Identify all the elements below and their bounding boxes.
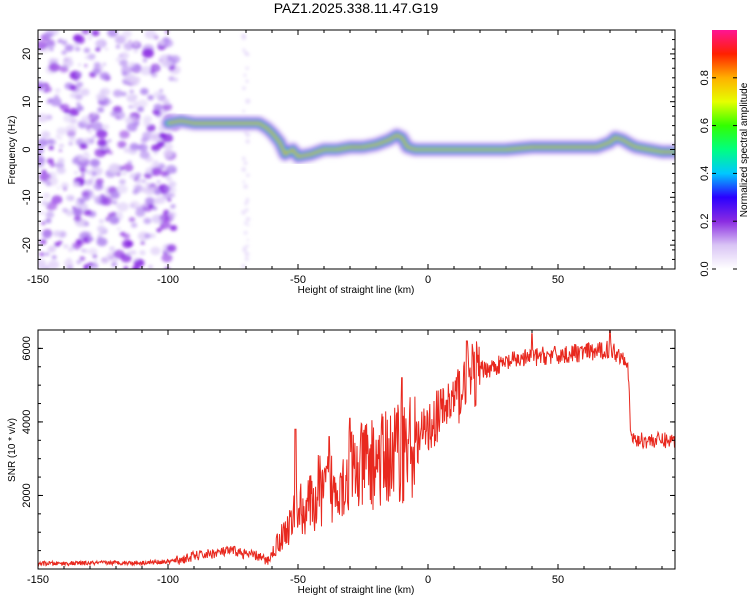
x-tick-label: -150 [27, 274, 49, 286]
noise-speckles [38, 30, 251, 269]
snr-series-line [38, 330, 675, 568]
y-tick-label: 6000 [21, 336, 33, 360]
y-tick-label: 10 [21, 96, 33, 108]
spectrogram-image [38, 30, 675, 269]
x-tick-label: -50 [290, 274, 306, 286]
signal-ridge [160, 112, 675, 165]
y-tick-label: 2000 [21, 483, 33, 507]
snr-y-label: SNR (10 * v/v) [7, 418, 18, 482]
snr-panel: -150 -100 -50 0 50 2000 4000 6000 Height of str… [7, 329, 676, 596]
x-tick-label: -100 [157, 274, 179, 286]
colorbar-label: Normalized spectral amplitude [739, 82, 750, 217]
spectrogram-x-label: Height of straight line (km) [298, 285, 415, 296]
colorbar-tick-label: 0.4 [699, 166, 711, 181]
snr-ticks: -150 -100 -50 0 50 2000 4000 6000 [21, 329, 675, 586]
snr-x-label: Height of straight line (km) [298, 585, 415, 596]
colorbar-tick-label: 0.2 [699, 214, 711, 229]
x-tick-label: -150 [27, 574, 49, 586]
y-tick-label: 4000 [21, 410, 33, 434]
x-tick-label: -50 [290, 574, 306, 586]
y-tick-label: 0 [21, 146, 33, 152]
colorbar-ticks: 0.0 0.2 0.4 0.6 0.8 [699, 70, 737, 277]
x-tick-label: -100 [157, 574, 179, 586]
chart-title: PAZ1.2025.338.11.47.G19 [274, 0, 439, 16]
snr-frame [37, 329, 676, 570]
colorbar-tick-label: 0.0 [699, 261, 711, 276]
colorbar-tick-label: 0.8 [699, 70, 711, 85]
colorbar: 0.0 0.2 0.4 0.6 0.8 Normalized spectral ampl… [699, 30, 750, 277]
colorbar-gradient [712, 30, 737, 269]
x-tick-label: 0 [425, 574, 431, 586]
spectrogram-y-label: Frequency (Hz) [7, 116, 18, 185]
x-tick-label: 0 [425, 274, 431, 286]
x-tick-label: 50 [552, 574, 564, 586]
colorbar-tick-label: 0.6 [699, 118, 711, 133]
y-tick-label: 20 [21, 48, 33, 60]
y-tick-label: -10 [21, 189, 33, 205]
x-tick-label: 50 [552, 274, 564, 286]
y-tick-label: -20 [21, 237, 33, 253]
